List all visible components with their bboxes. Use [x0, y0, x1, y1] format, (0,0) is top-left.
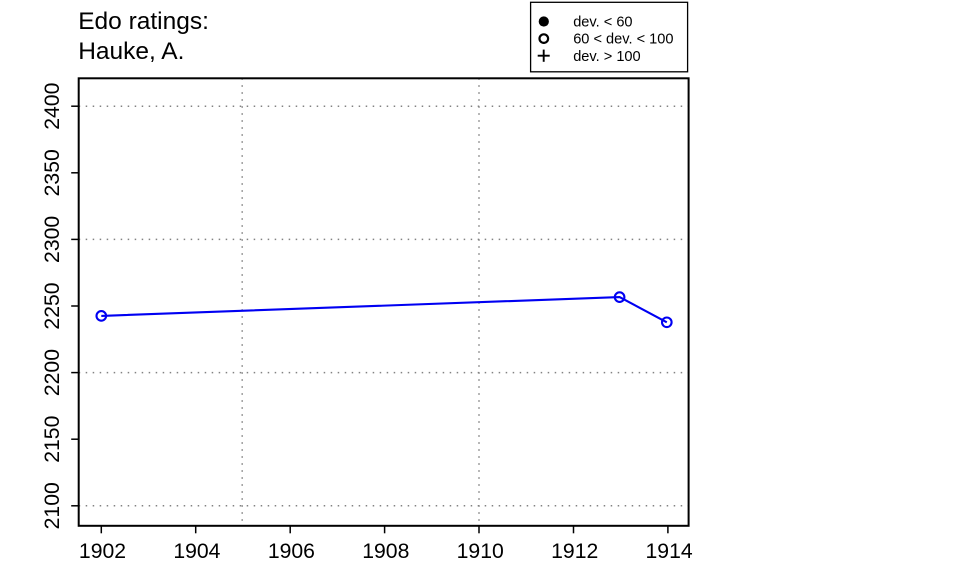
svg-text:1908: 1908	[362, 540, 409, 563]
svg-text:2150: 2150	[41, 416, 64, 463]
svg-text:2350: 2350	[41, 149, 64, 196]
svg-text:1914: 1914	[646, 540, 693, 563]
svg-text:2250: 2250	[41, 282, 64, 329]
svg-text:1912: 1912	[551, 540, 598, 563]
svg-text:1902: 1902	[79, 540, 126, 563]
svg-text:Hauke, A.: Hauke, A.	[78, 38, 184, 65]
svg-text:Edo ratings:: Edo ratings:	[78, 8, 209, 35]
svg-text:60 < dev. < 100: 60 < dev. < 100	[573, 32, 673, 48]
svg-text:dev. < 60: dev. < 60	[573, 15, 632, 31]
svg-text:1906: 1906	[268, 540, 315, 563]
svg-text:1904: 1904	[173, 540, 220, 563]
svg-text:2300: 2300	[41, 216, 64, 263]
svg-text:dev. > 100: dev. > 100	[573, 49, 640, 65]
svg-text:2200: 2200	[41, 349, 64, 396]
svg-text:1910: 1910	[457, 540, 504, 563]
svg-text:2100: 2100	[41, 482, 64, 529]
svg-text:2400: 2400	[41, 83, 64, 130]
